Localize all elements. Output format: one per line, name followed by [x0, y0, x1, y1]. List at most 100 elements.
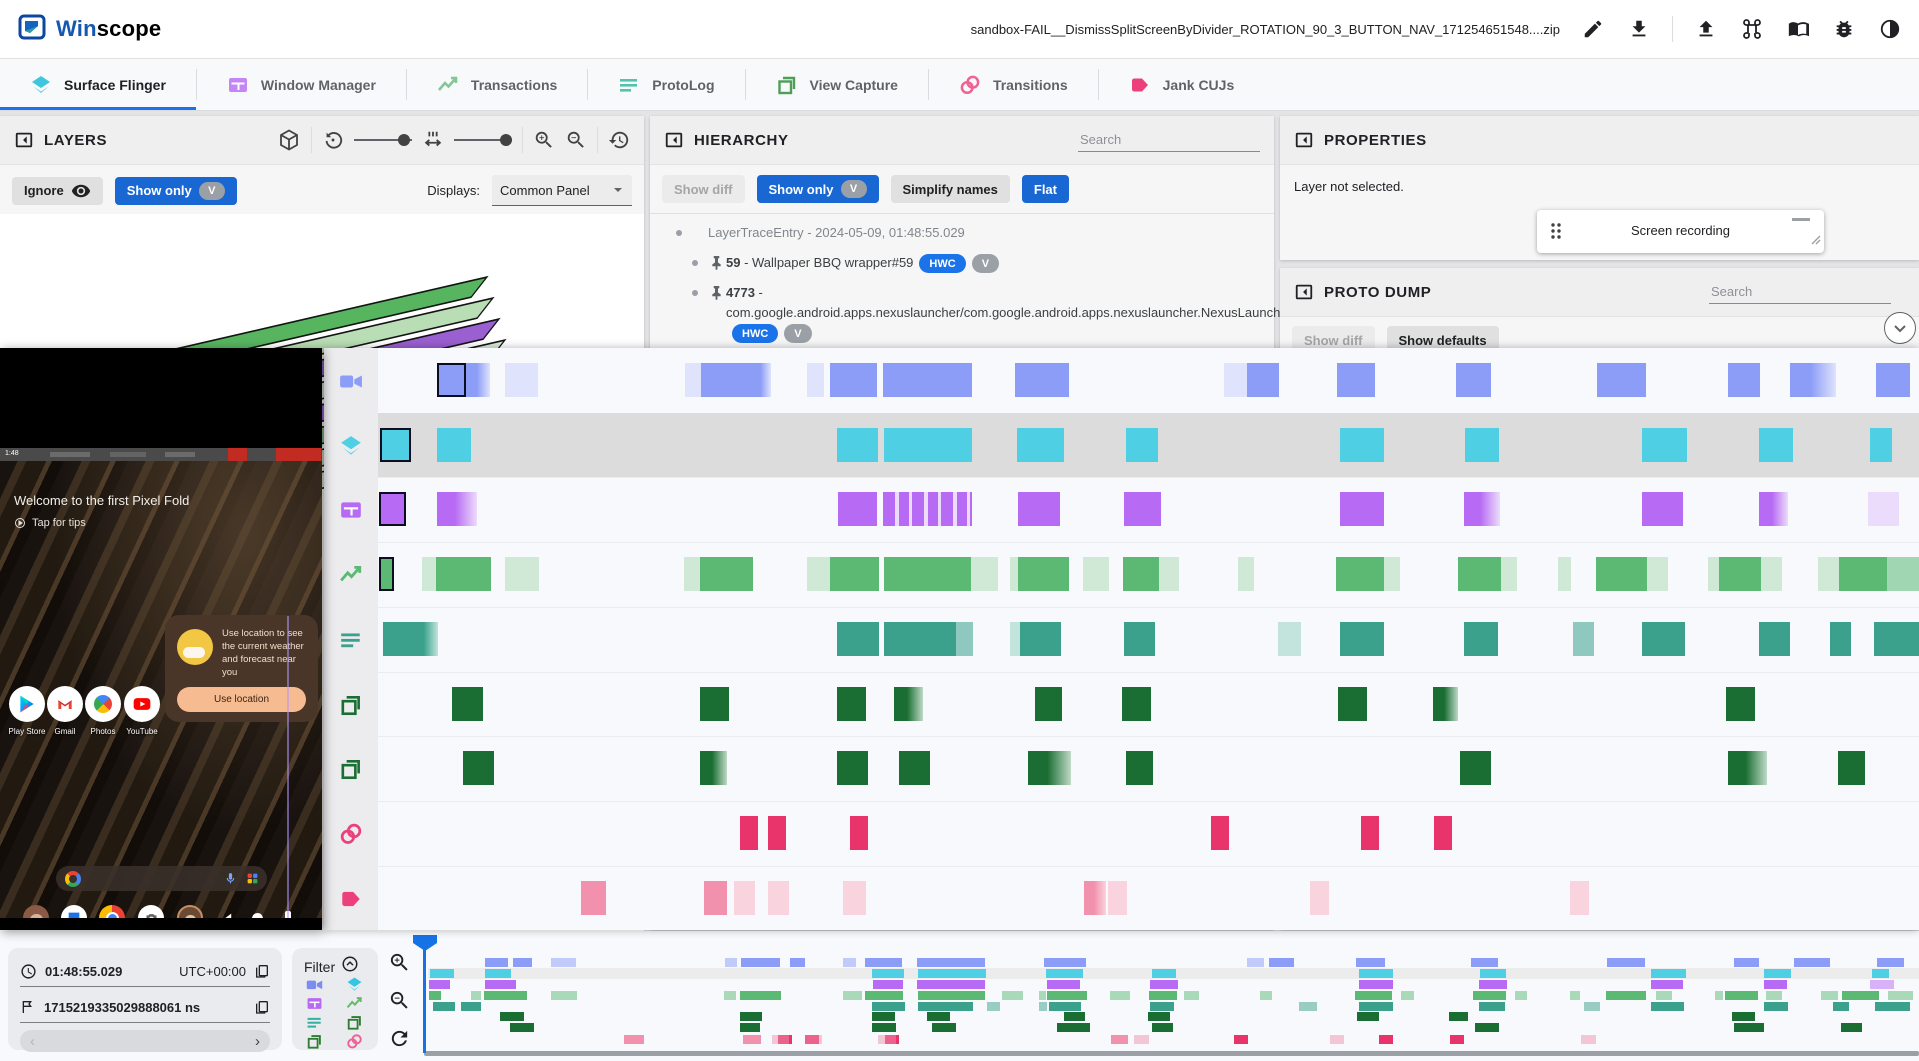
timeline-block-protolog[interactable] [1573, 621, 1594, 656]
flat-button[interactable]: Flat [1021, 175, 1069, 203]
timeline-block-transactions[interactable] [1018, 557, 1069, 592]
timeline-block-transactions[interactable] [884, 557, 971, 592]
show-only-v-button[interactable]: Show only V [756, 175, 879, 203]
timeline-block-transactions[interactable] [422, 557, 436, 592]
timeline-block-surface-flinger[interactable] [837, 427, 878, 462]
screen-recording-card[interactable]: Screen recording [1537, 210, 1824, 253]
timeline-block-protolog[interactable] [1340, 621, 1384, 656]
timeline-block-view-capture-taskbar[interactable] [837, 686, 866, 721]
copy-time-icon[interactable] [254, 963, 270, 979]
timeline-block-transitions[interactable] [1211, 815, 1229, 850]
zoom-in-icon[interactable] [533, 129, 555, 151]
collapse-panel-icon[interactable] [14, 130, 34, 150]
filter-toggle-rings-icon[interactable] [346, 1033, 363, 1050]
timeline-block-transactions[interactable] [1501, 557, 1517, 592]
timeline-block-screen-recording[interactable] [1337, 363, 1375, 397]
timeline-block-surface-flinger[interactable] [437, 427, 471, 462]
timeline-block-transactions[interactable] [700, 557, 753, 592]
timeline-block-screen-recording[interactable] [701, 363, 752, 397]
timeline-block-jank-cujs[interactable] [1310, 880, 1329, 915]
filter-toggle-cam-icon[interactable] [306, 976, 323, 993]
timeline-block-transactions[interactable] [1083, 557, 1109, 592]
edit-icon[interactable] [1580, 16, 1606, 42]
resize-handle-icon[interactable] [1811, 232, 1821, 250]
filter-toggle-lines-icon[interactable] [306, 1014, 323, 1031]
timeline-block-protolog[interactable] [1759, 621, 1790, 656]
timeline-block-view-capture-launcher[interactable] [1126, 751, 1153, 786]
timeline-block-transactions[interactable] [1123, 557, 1159, 592]
tab-transitions[interactable]: Transitions [929, 59, 1098, 110]
timeline-block-jank-cujs[interactable] [1084, 880, 1106, 915]
timeline-block-view-capture-launcher[interactable] [1028, 751, 1071, 786]
filter-toggle-window-icon[interactable] [306, 995, 323, 1012]
timeline-block-transactions[interactable] [830, 557, 879, 592]
timeline-block-view-capture-launcher[interactable] [1460, 751, 1491, 786]
tree-node-59[interactable]: 59 - Wallpaper BBQ wrapper#59 HWC V [650, 248, 1274, 278]
pin-icon[interactable] [710, 285, 723, 306]
timeline-block-view-capture-taskbar[interactable] [1035, 686, 1062, 721]
drag-handle-icon[interactable] [1549, 220, 1563, 247]
timeline-block-transactions[interactable] [1839, 557, 1887, 592]
collapse-panel-icon[interactable] [1294, 130, 1314, 150]
timeline-block-transitions[interactable] [1361, 815, 1379, 850]
timeline-block-protolog[interactable] [383, 621, 412, 656]
timeline-block-transactions[interactable] [1647, 557, 1668, 592]
timeline-block-view-capture-taskbar[interactable] [1122, 686, 1151, 721]
timeline-block-view-capture-taskbar[interactable] [452, 686, 483, 721]
minimize-icon[interactable] [1792, 218, 1810, 221]
android-badge-icon[interactable] [22, 904, 50, 918]
timeline-block-protolog[interactable] [1278, 621, 1301, 656]
prev-frame-icon[interactable]: ‹ [30, 1032, 35, 1050]
timeline-block-surface-flinger[interactable] [1340, 427, 1384, 462]
timeline-block-view-capture-taskbar[interactable] [1433, 686, 1458, 721]
timeline-block-transactions[interactable] [1010, 557, 1018, 592]
timeline-block-surface-flinger[interactable] [1870, 427, 1892, 462]
timeline-block-screen-recording[interactable] [1597, 363, 1646, 397]
timeline-block-screen-recording[interactable] [1456, 363, 1491, 397]
timeline-block-transitions[interactable] [768, 815, 786, 850]
pin-icon[interactable] [710, 255, 723, 276]
timeline-block-jank-cujs[interactable] [1570, 880, 1589, 915]
displays-select[interactable]: Common Panel [492, 175, 632, 206]
timeline-block-screen-recording[interactable] [1247, 363, 1279, 397]
spacing-icon[interactable] [422, 129, 444, 151]
nav-back-icon[interactable] [214, 904, 242, 918]
timeline-block-window-manager[interactable] [838, 492, 877, 527]
timeline-block-view-capture-taskbar[interactable] [700, 686, 729, 721]
collapse-timeline-icon[interactable] [1884, 312, 1916, 344]
timeline-block-window-manager[interactable] [1868, 492, 1899, 527]
timeline-block-view-capture-launcher[interactable] [1728, 751, 1767, 786]
weather-notification-card[interactable]: Use location to see the current weather … [165, 615, 318, 722]
timeline-block-view-capture-launcher[interactable] [1838, 751, 1865, 786]
timeline-block-protolog[interactable] [412, 621, 438, 656]
timeline-block-window-manager[interactable] [883, 492, 972, 527]
show-diff-button[interactable]: Show diff [662, 175, 745, 203]
timeline-block-window-manager[interactable] [1642, 492, 1683, 527]
screen-recording-preview[interactable]: 1:48 Welcome to the first Pixel Fold Tap… [0, 348, 322, 930]
timeline-cursor-line[interactable] [423, 936, 426, 1053]
timeline-block-protolog[interactable] [1874, 621, 1919, 656]
timeline-block-protolog[interactable] [837, 621, 879, 656]
download-icon[interactable] [1626, 16, 1652, 42]
app-icon-photos[interactable] [85, 686, 121, 722]
3d-view-icon[interactable] [277, 128, 301, 152]
timeline-block-transactions[interactable] [1159, 557, 1179, 592]
chrome-icon[interactable] [98, 904, 126, 918]
tab-window-manager[interactable]: Window Manager [197, 59, 406, 110]
timeline-block-screen-recording[interactable] [1876, 363, 1910, 397]
timeline-block-view-capture-launcher[interactable] [899, 751, 930, 786]
timeline-block-screen-recording[interactable] [830, 363, 877, 397]
timeline-block-window-manager[interactable] [1124, 492, 1161, 527]
simplify-names-button[interactable]: Simplify names [890, 175, 1010, 203]
tree-node-4773[interactable]: 4773 - com.google.android.apps.nexuslaun… [650, 278, 1369, 348]
docs-icon[interactable] [1785, 16, 1811, 42]
timeline-block-protolog[interactable] [1642, 621, 1685, 656]
timeline-block-window-manager[interactable] [1018, 492, 1060, 527]
timeline-block-transactions[interactable] [1818, 557, 1839, 592]
timeline-block-view-capture-launcher[interactable] [700, 751, 727, 786]
timeline-block-view-capture-launcher[interactable] [463, 751, 494, 786]
proto-dump-search-input[interactable] [1709, 280, 1891, 304]
filter-toggle-layers-icon[interactable] [346, 976, 363, 993]
timeline-block-protolog[interactable] [1464, 621, 1498, 656]
zoom-out-icon[interactable] [388, 989, 411, 1012]
